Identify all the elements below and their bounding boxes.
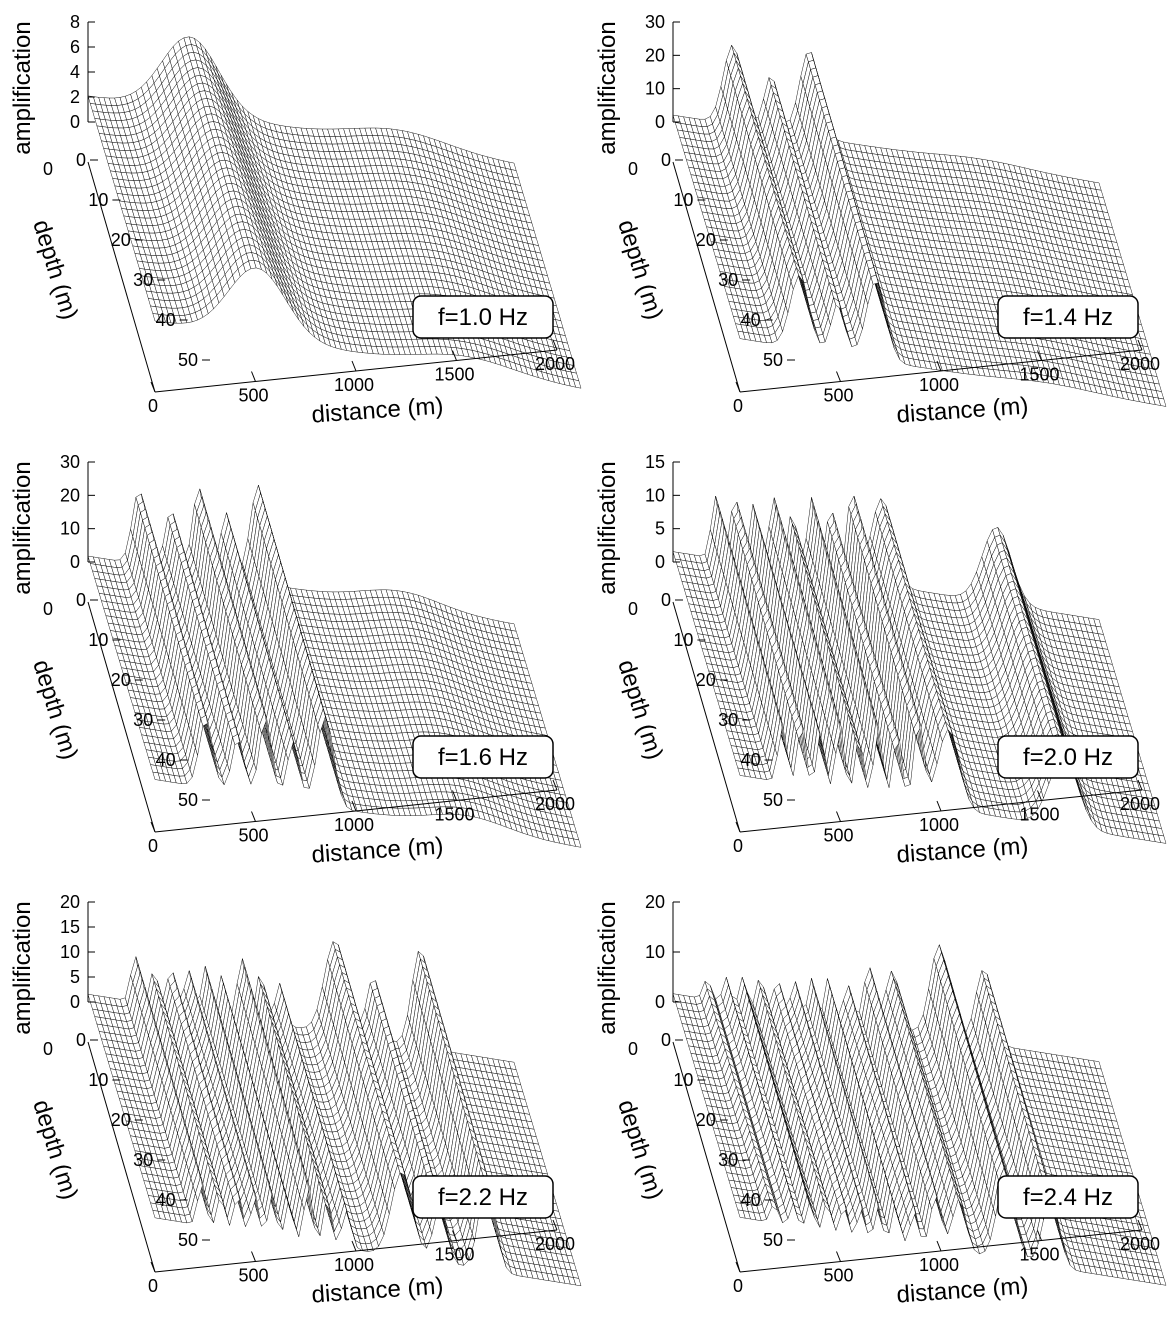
- depth-tick-label: 0: [661, 150, 671, 170]
- distance-tick-mark: [251, 371, 256, 382]
- distance-tick-label: 1500: [434, 365, 474, 385]
- distance-tick-label: 1500: [1019, 365, 1059, 385]
- amplification-axis-label: amplification: [594, 21, 621, 154]
- amplification-tick-label: 8: [70, 12, 80, 32]
- distance-tick-mark: [836, 371, 841, 382]
- corner-zero-label: 0: [43, 159, 53, 179]
- amplification-tick-label: 10: [645, 79, 665, 99]
- depth-tick-label: 10: [88, 190, 108, 210]
- distance-tick-label: 2000: [1120, 354, 1160, 374]
- distance-axis-label: distance (m): [311, 392, 445, 428]
- amplification-tick-label: 0: [70, 112, 80, 132]
- distance-tick-label: 2000: [535, 354, 575, 374]
- surface-mesh: [87, 484, 582, 848]
- amplification-tick-label: 30: [645, 12, 665, 32]
- distance-tick-label: 1000: [919, 375, 959, 395]
- frequency-annotation-text: f=1.0 Hz: [438, 304, 528, 331]
- surface-mesh: [87, 36, 582, 389]
- depth-tick-label: 0: [76, 150, 86, 170]
- depth-axis-label: depth (m): [27, 217, 83, 323]
- corner-zero-label: 0: [628, 159, 638, 179]
- distance-tick-label: 500: [238, 386, 268, 406]
- amplification-tick-label: 0: [655, 112, 665, 132]
- amplification-tick-label: 20: [645, 45, 665, 65]
- distance-axis-label: distance (m): [896, 392, 1030, 428]
- depth-tick-label: 20: [696, 230, 716, 250]
- depth-tick-label: 50: [178, 350, 198, 370]
- amplification-tick-label: 4: [70, 62, 80, 82]
- frequency-annotation-text: f=1.4 Hz: [1023, 304, 1113, 331]
- amplification-tick-label: 2: [70, 87, 80, 107]
- amplification-axis-label: amplification: [9, 21, 36, 154]
- distance-tick-label: 0: [733, 396, 743, 416]
- surface-mesh: [672, 44, 1167, 407]
- depth-tick-label: 40: [741, 310, 761, 330]
- distance-tick-label: 1000: [334, 375, 374, 395]
- depth-axis-label: depth (m): [612, 217, 668, 323]
- depth-tick-label: 50: [763, 350, 783, 370]
- distance-tick-label: 0: [148, 396, 158, 416]
- depth-tick-label: 40: [156, 310, 176, 330]
- amplification-tick-label: 6: [70, 37, 80, 57]
- distance-tick-mark: [351, 360, 357, 372]
- depth-tick-label: 10: [673, 190, 693, 210]
- depth-tick-label: 30: [718, 270, 738, 290]
- depth-tick-label: 20: [111, 230, 131, 250]
- distance-tick-label: 500: [823, 386, 853, 406]
- depth-tick-label: 30: [133, 270, 153, 290]
